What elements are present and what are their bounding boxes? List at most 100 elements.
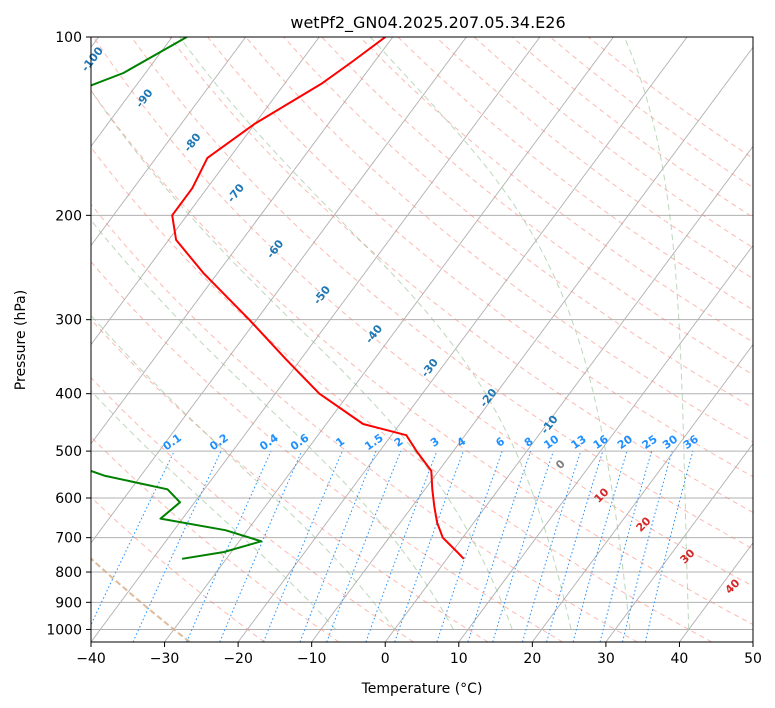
chart-title: wetPf2_GN04.2025.207.05.34.E26 [290, 13, 565, 33]
moist-adiabat-label: 10 [592, 485, 612, 505]
isotherm-gridline [91, 37, 320, 346]
mixing-ratio-line [546, 450, 604, 642]
mixing-ratio-line [436, 450, 503, 642]
y-tick-label: 900 [55, 595, 82, 611]
moist-adiabat [91, 89, 513, 630]
moist-adiabat [369, 37, 631, 630]
mixing-ratio-line [186, 450, 272, 642]
isotherm-gridline [311, 46, 753, 642]
dry-adiabat-label: -60 [264, 237, 287, 261]
isotherm-gridline [458, 244, 753, 642]
mixing-ratio-line [622, 450, 673, 642]
isotherm-gridline [91, 37, 247, 247]
x-ticks: −40 −30 −20 −10 0 10 20 30 40 50 [76, 642, 762, 667]
y-tick-label: 800 [55, 565, 82, 581]
isotherm-gridline [91, 37, 541, 642]
y-tick-label: 100 [55, 30, 82, 46]
isotherm-gridline [752, 641, 753, 642]
mixing-ratio-label: 4 [455, 435, 469, 450]
x-tick-label: −30 [150, 651, 180, 667]
mixing-ratio-label: 6 [493, 435, 507, 450]
moist-adiabat [91, 219, 454, 630]
plot-frame [90, 36, 754, 643]
mixing-ratio-label: 16 [591, 432, 611, 452]
mixing-ratio-line [492, 450, 554, 642]
dry-adiabat [92, 37, 753, 587]
y-tick-label: 500 [55, 444, 82, 460]
grid-layer [91, 37, 753, 642]
x-tick-label: 30 [597, 651, 615, 667]
y-tick-label: 700 [55, 531, 82, 547]
y-axis-label: Pressure (hPa) [13, 290, 29, 390]
y-tick-label: 1000 [46, 622, 82, 638]
y-ticks: 100 200 300 400 500 600 700 800 900 1000 [46, 30, 91, 638]
mixing-ratio-label: 0.6 [288, 431, 312, 453]
x-tick-label: 50 [744, 651, 762, 667]
x-tick-label: −10 [297, 651, 327, 667]
y-tick-label: 200 [55, 208, 82, 224]
x-tick-label: −40 [76, 651, 106, 667]
moist-adiabat-label: 30 [678, 546, 698, 566]
mixing-ratio-label: 30 [660, 432, 680, 452]
mixing-ratio-label: 1.5 [362, 431, 385, 453]
mixing-ratio-line [132, 450, 222, 642]
dry-adiabat [130, 37, 753, 550]
isotherm-gridline [91, 37, 173, 148]
isotherm-gridline [164, 37, 614, 642]
mixing-ratio-line [299, 450, 377, 642]
dry-adiabat [169, 37, 753, 514]
moist-adiabat [623, 37, 690, 630]
mixing-ratio-line [91, 450, 175, 626]
moist-adiabat-label: 20 [634, 514, 654, 534]
mixing-ratio-line [467, 450, 532, 642]
mixing-ratio-line [263, 450, 343, 642]
x-tick-label: 20 [523, 651, 541, 667]
dry-adiabat-label: -90 [133, 86, 156, 110]
dry-adiabat-label: -80 [181, 130, 204, 154]
mixing-ratio-label: 0.2 [207, 431, 230, 453]
dry-adiabat [91, 436, 340, 642]
dry-adiabat [91, 146, 713, 642]
y-tick-label: 400 [55, 387, 82, 403]
temperature-profile [171, 37, 465, 560]
mixing-ratio-line [394, 450, 464, 642]
y-tick-label: 600 [55, 491, 82, 507]
dry-adiabat [91, 377, 414, 642]
mixing-ratio-line [599, 450, 653, 642]
dry-adiabat [397, 37, 753, 311]
dry-adiabat [91, 89, 753, 626]
dry-adiabat [549, 37, 753, 189]
dry-adiabat-label: -10 [538, 413, 561, 437]
mixing-ratio-label: 0.4 [257, 431, 281, 453]
mixing-ratio-line [572, 450, 628, 642]
reference-adiabat [91, 557, 191, 642]
mixing-ratio-line [365, 450, 438, 642]
dry-adiabat [283, 37, 753, 409]
dry-adiabat-label: -70 [225, 181, 248, 205]
mixing-ratio-label: 1 [333, 435, 347, 450]
isotherm-gridline [237, 37, 688, 642]
mixing-ratio-line [644, 450, 694, 642]
dry-adiabat-label: -40 [363, 322, 386, 346]
moist-adiabat [91, 314, 395, 630]
isotherm-gridline [605, 442, 753, 642]
isotherm-gridline [384, 145, 753, 642]
isotherm-gridline [91, 37, 467, 544]
dewpoint-profile [91, 37, 263, 560]
dry-adiabat [321, 37, 753, 376]
x-tick-label: 40 [671, 651, 689, 667]
dry-adiabat-label: -50 [311, 283, 334, 307]
x-tick-label: 0 [381, 651, 390, 667]
y-tick-label: 300 [55, 313, 82, 329]
x-tick-label: 10 [450, 651, 468, 667]
mixing-ratio-label: 20 [615, 432, 635, 452]
isotherm-gridline [531, 343, 753, 642]
mixing-ratio-label: 3 [428, 435, 442, 450]
moist-adiabat [91, 390, 337, 630]
mixing-ratio-label: 10 [541, 432, 561, 452]
mixing-ratio-line [326, 450, 402, 642]
mixing-ratio-label: 13 [569, 433, 589, 452]
mixing-ratio-label: 25 [640, 433, 660, 452]
moist-adiabat [179, 37, 572, 630]
